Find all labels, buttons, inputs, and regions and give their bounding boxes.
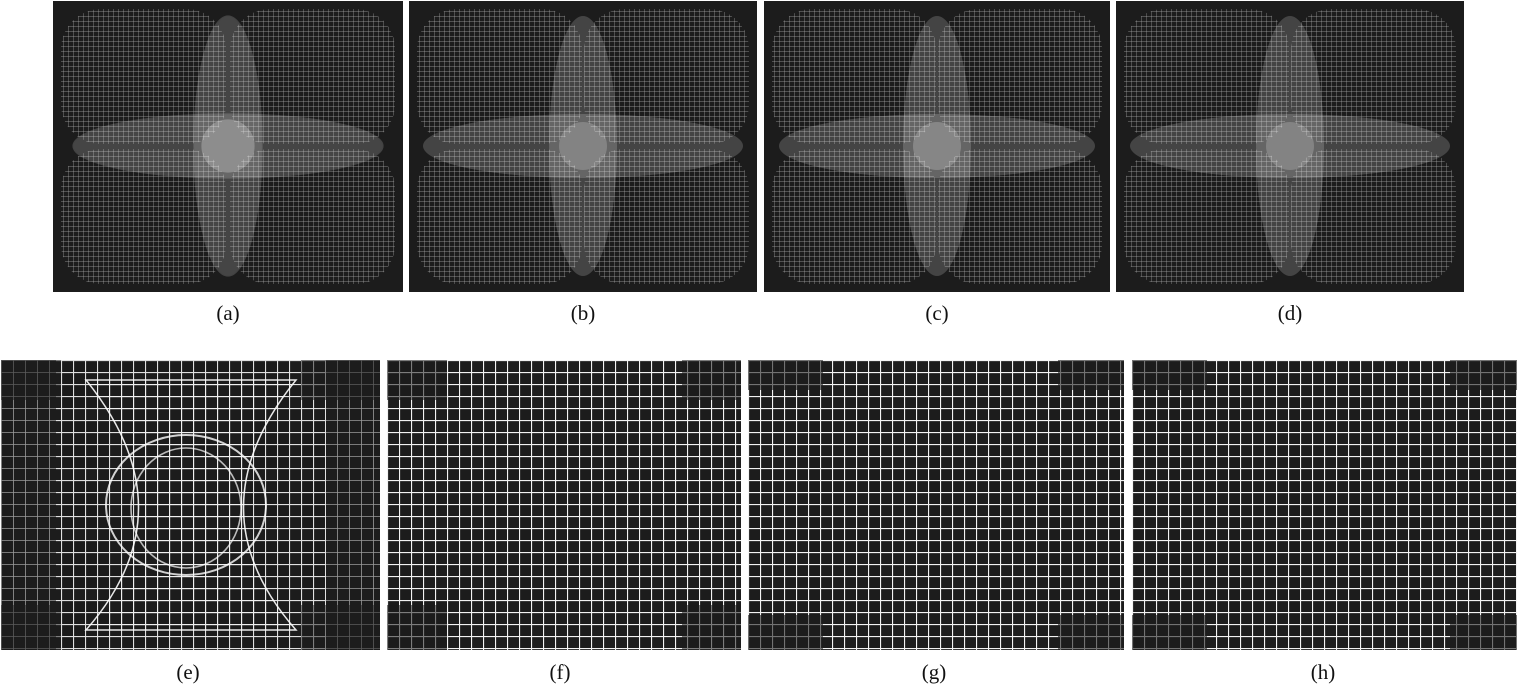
panel-d-grid <box>1124 9 1456 284</box>
panel-h-grid <box>1132 360 1517 650</box>
panel-f-image <box>387 360 741 650</box>
caption-c: (c) <box>925 301 949 325</box>
panel-f-grid <box>387 360 741 650</box>
panel-h-image <box>1132 360 1517 650</box>
caption-a: (a) <box>216 301 240 325</box>
caption-h: (h) <box>1310 660 1336 684</box>
panel-a-image <box>53 1 403 292</box>
panel-d-image <box>1116 1 1464 292</box>
panel-g-grid <box>748 360 1124 650</box>
caption-f: (f) <box>549 660 571 684</box>
panel-a-grid <box>61 9 395 284</box>
caption-e: (e) <box>176 660 200 684</box>
panel-e-image <box>1 360 380 650</box>
panel-c-grid <box>772 9 1102 284</box>
panel-c-image <box>764 1 1110 292</box>
panel-b-grid <box>417 9 749 284</box>
panel-e-grid <box>1 360 380 650</box>
panel-g-image <box>748 360 1124 650</box>
caption-d: (d) <box>1277 301 1303 325</box>
caption-g: (g) <box>921 660 947 684</box>
panel-b-image <box>409 1 757 292</box>
caption-b: (b) <box>570 301 596 325</box>
